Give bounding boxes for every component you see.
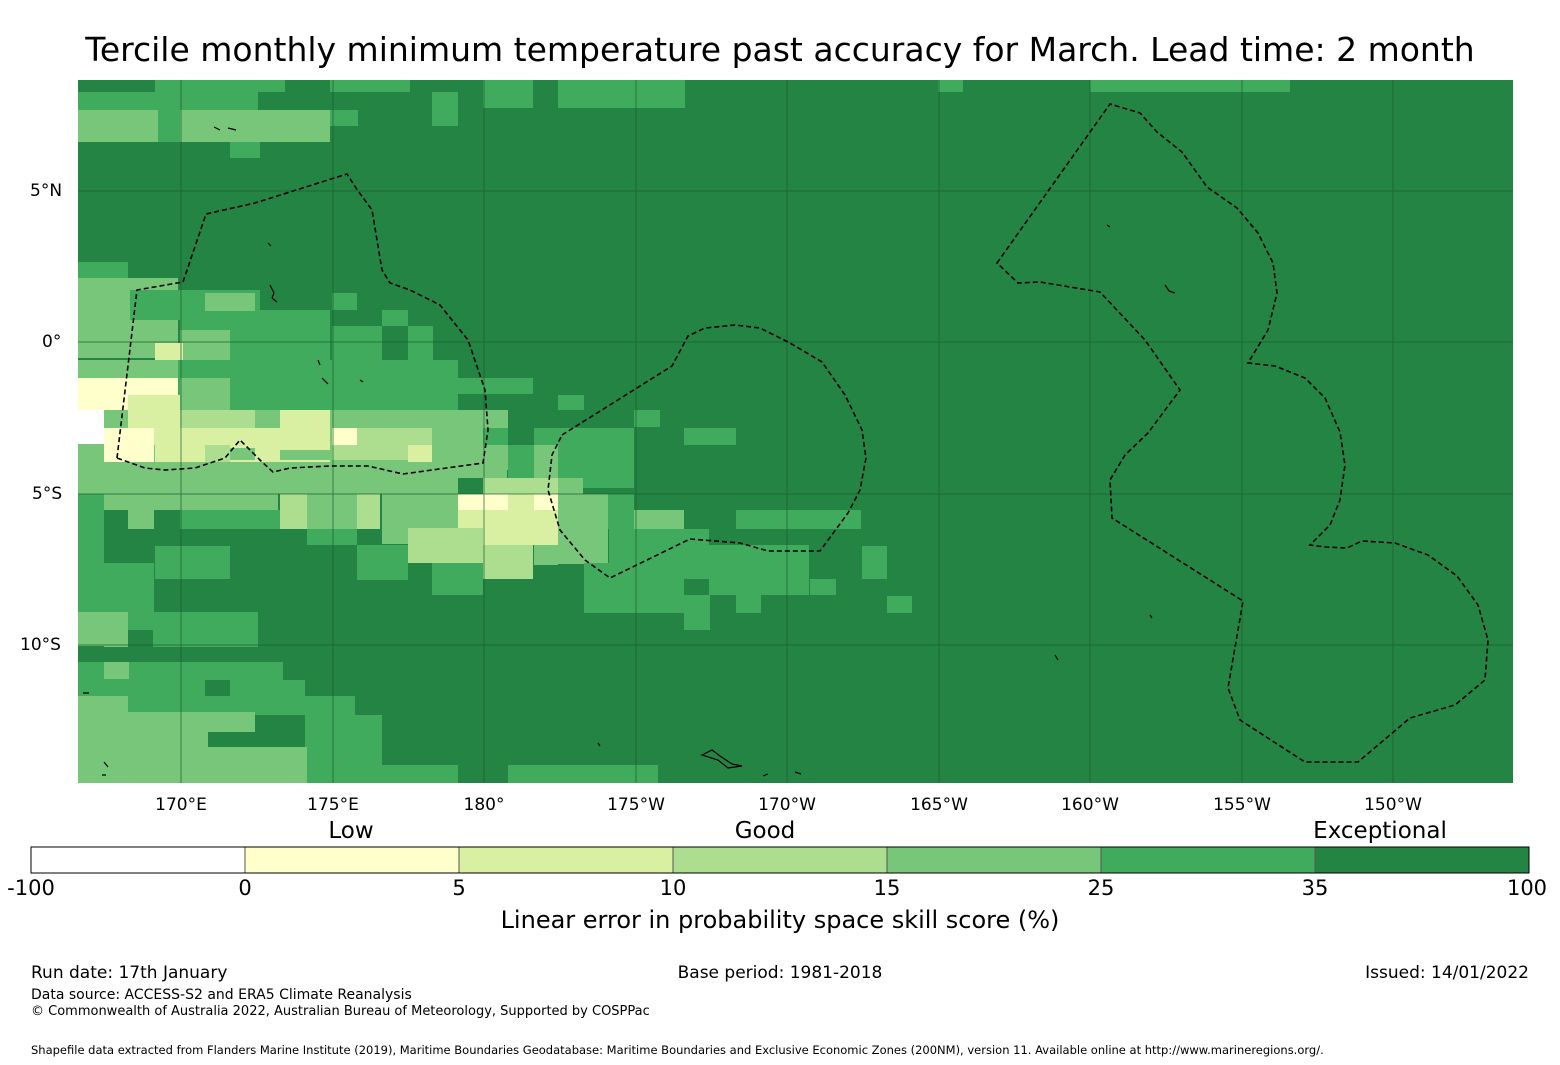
colorbar-bin-3 bbox=[673, 847, 887, 873]
lat-label-5n: 5°N bbox=[30, 181, 63, 201]
category-good: Good bbox=[734, 818, 796, 844]
copyright: © Commonwealth of Australia 2022, Austra… bbox=[31, 1004, 650, 1019]
coastlines bbox=[83, 126, 1176, 777]
lon-label-180: 180° bbox=[463, 795, 505, 815]
colorbar-bin-0 bbox=[31, 847, 245, 873]
tick-label: -100 bbox=[7, 876, 55, 900]
lon-label-175e: 175°E bbox=[307, 795, 359, 815]
tick-label: 25 bbox=[1087, 876, 1115, 900]
skill-patches bbox=[78, 80, 1290, 783]
colorbar-bin-5 bbox=[1101, 847, 1315, 873]
lon-label-170w: 170°W bbox=[758, 795, 816, 815]
tick-label: 10 bbox=[659, 876, 687, 900]
lon-label-160w: 160°W bbox=[1061, 795, 1119, 815]
colorbar-title: Linear error in probability space skill … bbox=[500, 906, 1060, 934]
colorbar bbox=[30, 846, 1530, 874]
colorbar-bin-4 bbox=[887, 847, 1101, 873]
tick-label: 15 bbox=[873, 876, 901, 900]
lon-label-175w: 175°W bbox=[607, 795, 665, 815]
colorbar-bin-6 bbox=[1315, 847, 1529, 873]
shapefile-credit: Shapefile data extracted from Flanders M… bbox=[31, 1043, 1324, 1057]
lon-label-150w: 150°W bbox=[1364, 795, 1422, 815]
category-low: Low bbox=[328, 818, 374, 844]
tick-label: 0 bbox=[238, 876, 252, 900]
lon-label-170e: 170°E bbox=[155, 795, 207, 815]
skill-map bbox=[78, 80, 1513, 783]
tick-label: 100 bbox=[1506, 876, 1548, 900]
colorbar-bin-1 bbox=[245, 847, 459, 873]
eez-boundaries bbox=[116, 103, 1489, 763]
data-source: Data source: ACCESS-S2 and ERA5 Climate … bbox=[31, 987, 412, 1003]
colorbar-bin-2 bbox=[459, 847, 673, 873]
colorbar-frame bbox=[30, 846, 1530, 874]
tick-label: 5 bbox=[452, 876, 466, 900]
tick-label: 35 bbox=[1301, 876, 1329, 900]
category-exceptional: Exceptional bbox=[1313, 818, 1447, 844]
base-period: Base period: 1981-2018 bbox=[677, 963, 883, 983]
lon-label-165w: 165°W bbox=[910, 795, 968, 815]
lon-label-155w: 155°W bbox=[1213, 795, 1271, 815]
graticule bbox=[78, 80, 1513, 783]
run-date: Run date: 17th January bbox=[31, 963, 228, 983]
map-title: Tercile monthly minimum temperature past… bbox=[85, 30, 1475, 69]
lat-label-10s: 10°S bbox=[20, 635, 61, 655]
lat-label-5s: 5°S bbox=[32, 484, 63, 504]
issued-date: Issued: 14/01/2022 bbox=[1365, 963, 1529, 983]
lat-label-0: 0° bbox=[42, 332, 62, 352]
